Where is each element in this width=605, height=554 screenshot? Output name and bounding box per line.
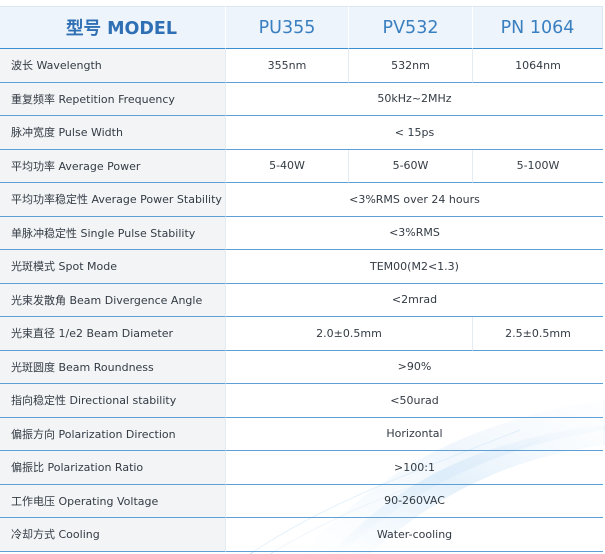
row-label: 光束直径 1/e2 Beam Diameter <box>0 317 225 351</box>
row-value: Horizontal <box>225 417 603 451</box>
model-pv532-header: PV532 <box>348 6 472 49</box>
table-row: 偏振比 Polarization Ratio >100:1 <box>0 451 603 485</box>
table-row: 脉冲宽度 Pulse Width < 15ps <box>0 116 603 150</box>
row-label: 冷却方式 Cooling <box>0 518 225 552</box>
row-value: < 15ps <box>225 116 603 150</box>
table-row: 工作电压 Operating Voltage 90-260VAC <box>0 484 603 518</box>
table-row: 偏振方向 Polarization Direction Horizontal <box>0 417 603 451</box>
row-value: >100:1 <box>225 451 603 485</box>
table-row: 平均功率 Average Power 5-40W 5-60W 5-100W <box>0 149 603 183</box>
table-row: 光束发散角 Beam Divergence Angle <2mrad <box>0 283 603 317</box>
row-value: <3%RMS over 24 hours <box>225 183 603 217</box>
row-value: 2.0±0.5mm <box>225 317 472 351</box>
row-label: 光斑圆度 Beam Roundness <box>0 350 225 384</box>
row-value: <3%RMS <box>225 216 603 250</box>
model-pu355-header: PU355 <box>225 6 348 49</box>
table-row: 平均功率稳定性 Average Power Stability <3%RMS o… <box>0 183 603 217</box>
row-label: 偏振方向 Polarization Direction <box>0 417 225 451</box>
row-label: 指向稳定性 Directional stability <box>0 384 225 418</box>
table-row: 指向稳定性 Directional stability <50urad <box>0 384 603 418</box>
row-label: 脉冲宽度 Pulse Width <box>0 116 225 150</box>
row-value: 355nm <box>225 49 348 83</box>
table-row: 光束直径 1/e2 Beam Diameter 2.0±0.5mm 2.5±0.… <box>0 317 603 351</box>
row-label: 偏振比 Polarization Ratio <box>0 451 225 485</box>
table-row: 冷却方式 Cooling Water-cooling <box>0 518 603 552</box>
table-row: 光斑模式 Spot Mode TEM00(M2<1.3) <box>0 250 603 284</box>
table-row: 单脉冲稳定性 Single Pulse Stability <3%RMS <box>0 216 603 250</box>
row-label: 单脉冲稳定性 Single Pulse Stability <box>0 216 225 250</box>
row-value: <50urad <box>225 384 603 418</box>
row-value: <2mrad <box>225 283 603 317</box>
row-label: 波长 Wavelength <box>0 49 225 83</box>
row-value: 50kHz~2MHz <box>225 82 603 116</box>
row-value: 5-40W <box>225 149 348 183</box>
row-label: 重复频率 Repetition Frequency <box>0 82 225 116</box>
row-label: 光斑模式 Spot Mode <box>0 250 225 284</box>
row-value: 5-60W <box>348 149 472 183</box>
spec-table: 型号 MODEL PU355 PV532 PN 1064 波长 Waveleng… <box>0 6 603 552</box>
table-row: 重复频率 Repetition Frequency 50kHz~2MHz <box>0 82 603 116</box>
model-label-header: 型号 MODEL <box>0 6 225 49</box>
model-pn1064-header: PN 1064 <box>472 6 603 49</box>
row-value: 90-260VAC <box>225 484 603 518</box>
row-label: 平均功率 Average Power <box>0 149 225 183</box>
row-value: 2.5±0.5mm <box>472 317 603 351</box>
row-value: 5-100W <box>472 149 603 183</box>
row-value: 1064nm <box>472 49 603 83</box>
row-value: TEM00(M2<1.3) <box>225 250 603 284</box>
row-value: 532nm <box>348 49 472 83</box>
table-row: 光斑圆度 Beam Roundness >90% <box>0 350 603 384</box>
row-label: 光束发散角 Beam Divergence Angle <box>0 283 225 317</box>
row-value: Water-cooling <box>225 518 603 552</box>
table-row: 波长 Wavelength 355nm 532nm 1064nm <box>0 49 603 83</box>
row-value: >90% <box>225 350 603 384</box>
row-label: 平均功率稳定性 Average Power Stability <box>0 183 225 217</box>
row-label: 工作电压 Operating Voltage <box>0 484 225 518</box>
header-row: 型号 MODEL PU355 PV532 PN 1064 <box>0 6 603 49</box>
